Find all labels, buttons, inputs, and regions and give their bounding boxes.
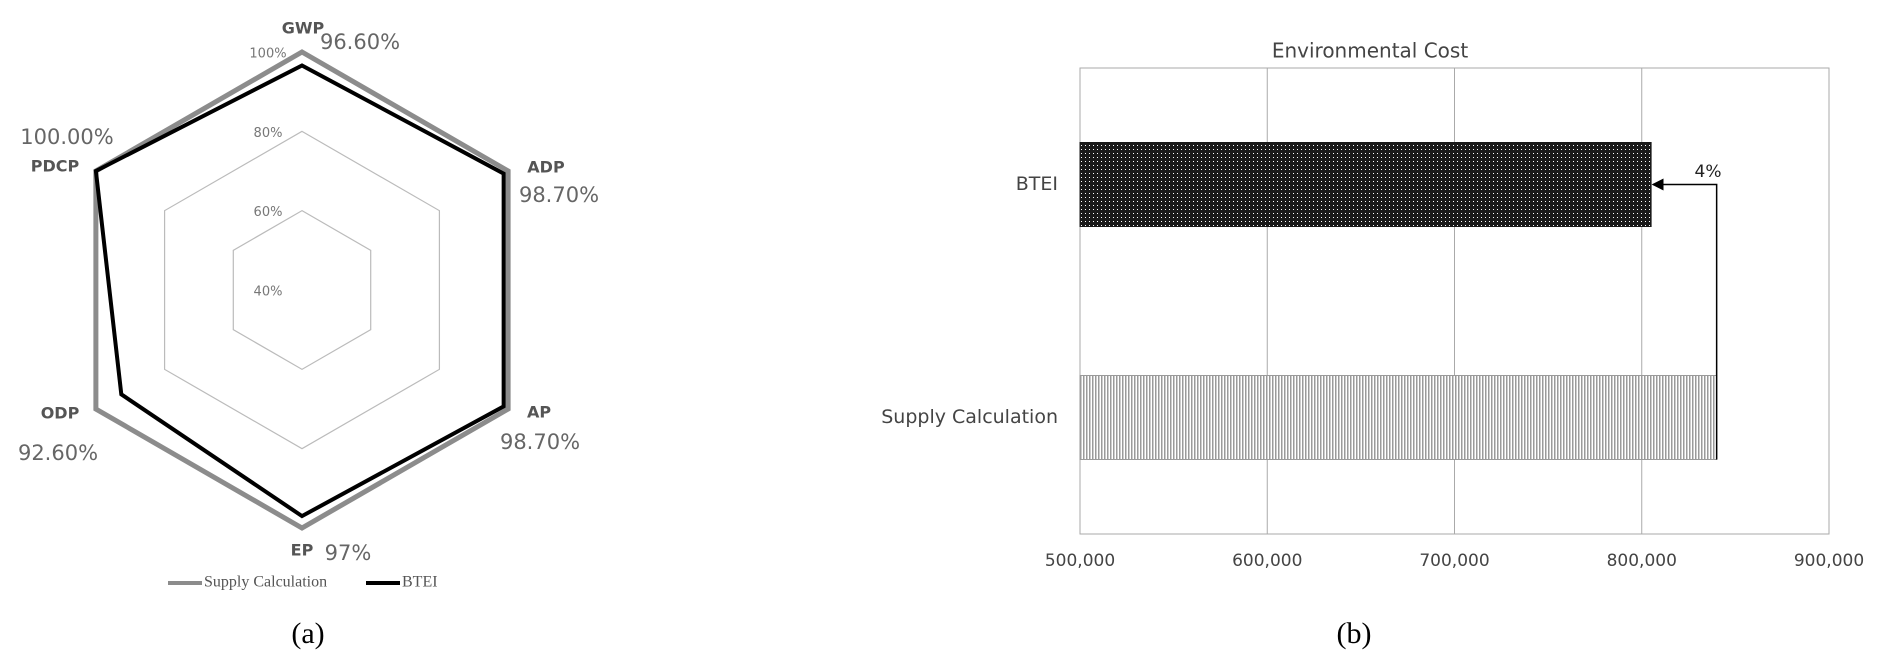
- x-tick-label: 500,000: [1045, 551, 1115, 571]
- x-tick-label: 800,000: [1607, 551, 1677, 571]
- chart-title: Environmental Cost: [1272, 39, 1468, 63]
- r-tick-label: 40%: [254, 285, 283, 300]
- axis-label: ADP: [527, 158, 565, 177]
- x-tick-label: 700,000: [1419, 551, 1489, 571]
- r-tick-label: 60%: [254, 205, 283, 220]
- legend-label: BTEI: [402, 574, 438, 591]
- x-tick-label: 600,000: [1232, 551, 1302, 571]
- axis-label: AP: [527, 403, 551, 422]
- annotation-arrow: [1651, 178, 1718, 460]
- value-label: 98.70%: [500, 430, 580, 454]
- value-label: 100.00%: [20, 125, 113, 149]
- axis-label: EP: [291, 541, 314, 560]
- series-line: [93, 49, 511, 531]
- value-label: 98.70%: [519, 183, 599, 207]
- x-tick-label: 900,000: [1794, 551, 1864, 571]
- grid-ring: [232, 209, 372, 371]
- bar: [1079, 375, 1718, 460]
- annotation: 4%: [1695, 162, 1722, 182]
- series-line: [93, 63, 506, 519]
- caption: (a): [291, 617, 324, 650]
- legend-label: Supply Calculation: [204, 574, 327, 591]
- r-tick-label: 80%: [254, 126, 283, 141]
- value-label: 97%: [325, 541, 372, 565]
- bar: [1079, 142, 1652, 227]
- value-label: 96.60%: [320, 30, 400, 54]
- value-label: 92.60%: [18, 441, 98, 465]
- axis-label: ODP: [41, 404, 80, 423]
- axis-label: GWP: [282, 19, 325, 38]
- grid-ring: [95, 51, 509, 529]
- r-tick-label: 100%: [249, 47, 286, 62]
- axis-label: PDCP: [31, 157, 80, 176]
- y-tick-label: BTEI: [1016, 173, 1058, 195]
- y-tick-label: Supply Calculation: [881, 406, 1058, 428]
- grid-ring: [163, 130, 441, 450]
- caption: (b): [1337, 617, 1372, 650]
